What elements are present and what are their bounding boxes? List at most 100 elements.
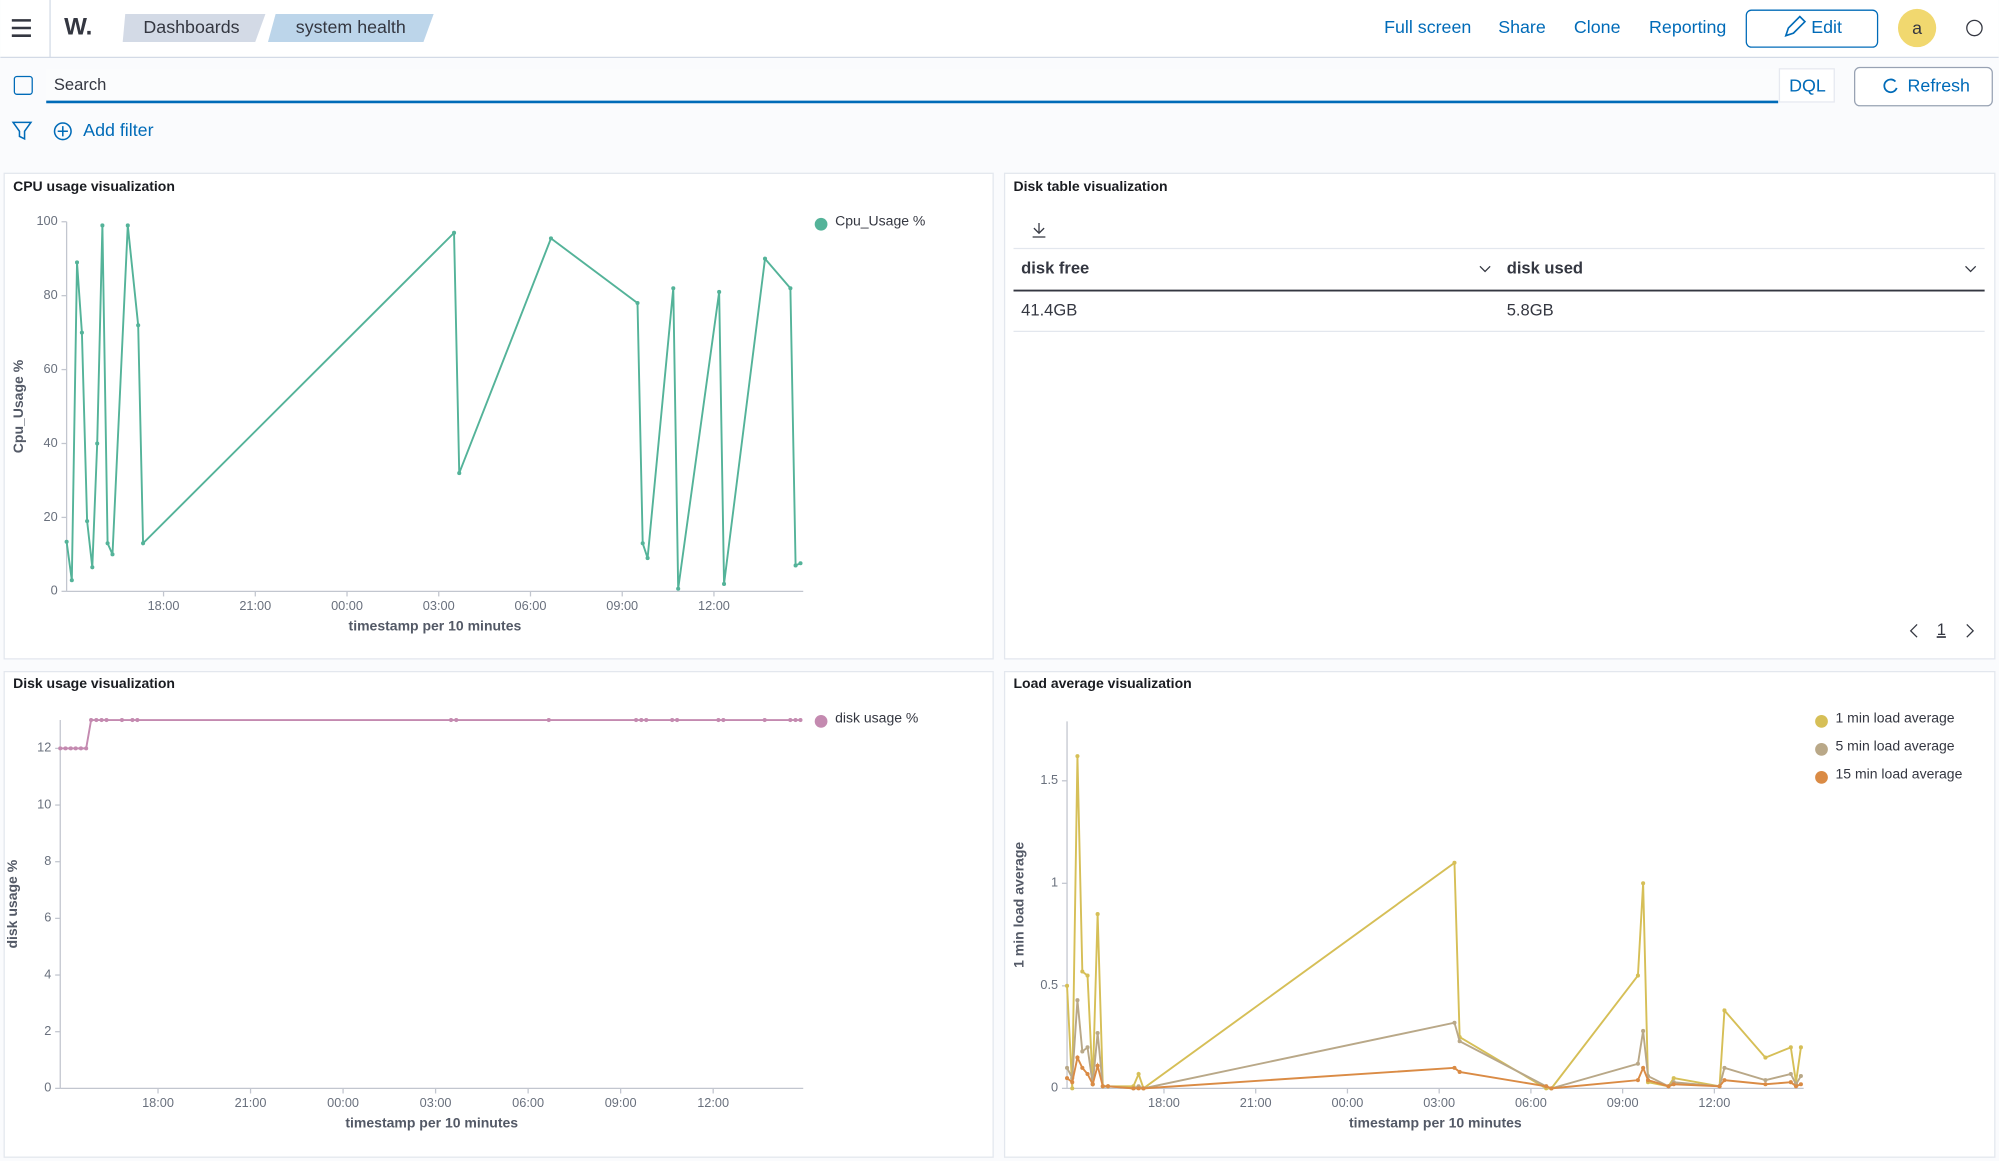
data-point: [1075, 998, 1080, 1003]
legend-label: 15 min load average: [1836, 766, 1963, 782]
data-point: [1635, 973, 1640, 978]
panel: [1003, 670, 1996, 1158]
data-point: [1105, 1084, 1111, 1089]
data-point: [1131, 1086, 1136, 1091]
data-point: [1085, 973, 1090, 978]
data-point: [640, 541, 645, 546]
filter-icon[interactable]: [11, 121, 33, 141]
data-point: [1635, 1061, 1640, 1066]
legend-swatch: [814, 714, 828, 728]
action-link[interactable]: Clone: [1574, 17, 1621, 37]
avatar[interactable]: [1897, 8, 1937, 48]
legend-label: Cpu_Usage %: [835, 212, 925, 228]
logo[interactable]: W.: [64, 13, 92, 40]
legend-label: 1 min load average: [1836, 709, 1955, 725]
table-cell: 5.8GB: [1507, 300, 1554, 319]
data-point: [634, 718, 639, 723]
y-tick-label: 10: [37, 796, 51, 811]
data-point: [1457, 1039, 1462, 1044]
data-point: [95, 441, 100, 446]
data-point: [548, 236, 554, 241]
data-point: [110, 552, 115, 557]
data-point: [717, 289, 722, 295]
data-point: [74, 260, 80, 265]
sort-chevron[interactable]: [1479, 265, 1491, 273]
add-filter-icon: [53, 122, 72, 141]
action-link[interactable]: Share: [1498, 17, 1546, 37]
add-filter[interactable]: Add filter: [83, 120, 153, 140]
x-tick-label: 03:00: [423, 598, 455, 613]
x-axis-label: timestamp per 10 minutes: [1349, 1115, 1522, 1131]
refresh-button[interactable]: [1854, 66, 1993, 107]
x-tick-label: 21:00: [235, 1095, 267, 1110]
data-point: [1070, 1086, 1075, 1091]
x-tick-label: 06:00: [1515, 1095, 1547, 1110]
data-point: [99, 718, 104, 723]
menu-button[interactable]: [11, 19, 31, 37]
data-point: [1763, 1055, 1768, 1060]
breadcrumb[interactable]: Dashboards: [143, 17, 239, 37]
data-point: [141, 541, 146, 546]
data-point: [1671, 1082, 1676, 1087]
data-point: [1085, 1071, 1090, 1077]
edit-icon: [1784, 15, 1807, 37]
data-point: [1065, 983, 1070, 988]
y-tick-label: 8: [44, 853, 51, 868]
search-input[interactable]: [46, 68, 1779, 102]
data-point: [1065, 1065, 1070, 1070]
legend-label: 5 min load average: [1836, 738, 1955, 754]
column-header[interactable]: disk free: [1021, 258, 1089, 277]
data-point: [1452, 1065, 1457, 1070]
data-point: [1793, 1084, 1799, 1089]
data-point: [1788, 1080, 1793, 1085]
panel-title: Disk usage visualization: [13, 675, 175, 691]
y-tick-label: 1.5: [1040, 772, 1058, 787]
action-link[interactable]: Reporting: [1649, 17, 1726, 37]
data-point: [1641, 881, 1646, 886]
data-point: [1090, 1082, 1095, 1087]
data-point: [457, 471, 462, 476]
y-tick-label: 1: [1051, 875, 1058, 890]
refresh-icon: [1883, 78, 1898, 94]
x-tick-label: 09:00: [605, 1095, 637, 1110]
add-filter-plus: [57, 126, 68, 137]
language-toggle[interactable]: [1778, 68, 1835, 103]
breadcrumb[interactable]: system health: [296, 17, 406, 37]
avatar-letter: a: [1912, 18, 1922, 38]
y-tick-label: 0: [44, 1080, 51, 1095]
data-point: [79, 330, 84, 335]
download-icon[interactable]: [1032, 223, 1046, 238]
x-tick-label: 03:00: [420, 1095, 452, 1110]
x-tick-label: 06:00: [512, 1095, 544, 1110]
panel: [3, 670, 994, 1158]
page-number[interactable]: 1: [1937, 620, 1946, 639]
data-point: [639, 718, 644, 723]
data-point: [1641, 1028, 1646, 1033]
x-axis-label: timestamp per 10 minutes: [349, 618, 522, 634]
x-tick-label: 12:00: [698, 598, 730, 613]
column-header[interactable]: disk used: [1507, 258, 1583, 277]
data-point: [1095, 1030, 1100, 1036]
data-point: [1666, 1084, 1671, 1089]
panel-title: Load average visualization: [1014, 675, 1192, 691]
data-point: [68, 746, 73, 751]
legend-swatch: [1815, 714, 1828, 728]
sort-chevron[interactable]: [1965, 265, 1977, 273]
data-point: [64, 539, 69, 544]
data-point: [788, 286, 793, 291]
save-query-icon[interactable]: [13, 75, 33, 95]
next-page[interactable]: [1966, 624, 1975, 638]
data-point: [1080, 1065, 1085, 1070]
data-point: [105, 541, 110, 546]
data-point: [78, 746, 83, 751]
x-tick-label: 18:00: [148, 598, 180, 613]
prev-page[interactable]: [1909, 624, 1918, 638]
help-icon[interactable]: [1966, 19, 1983, 37]
data-point: [73, 746, 78, 751]
edit-button[interactable]: [1745, 9, 1879, 48]
action-link[interactable]: Full screen: [1384, 17, 1471, 37]
data-point: [793, 718, 798, 723]
legend-swatch: [814, 217, 828, 231]
data-point: [454, 718, 459, 723]
